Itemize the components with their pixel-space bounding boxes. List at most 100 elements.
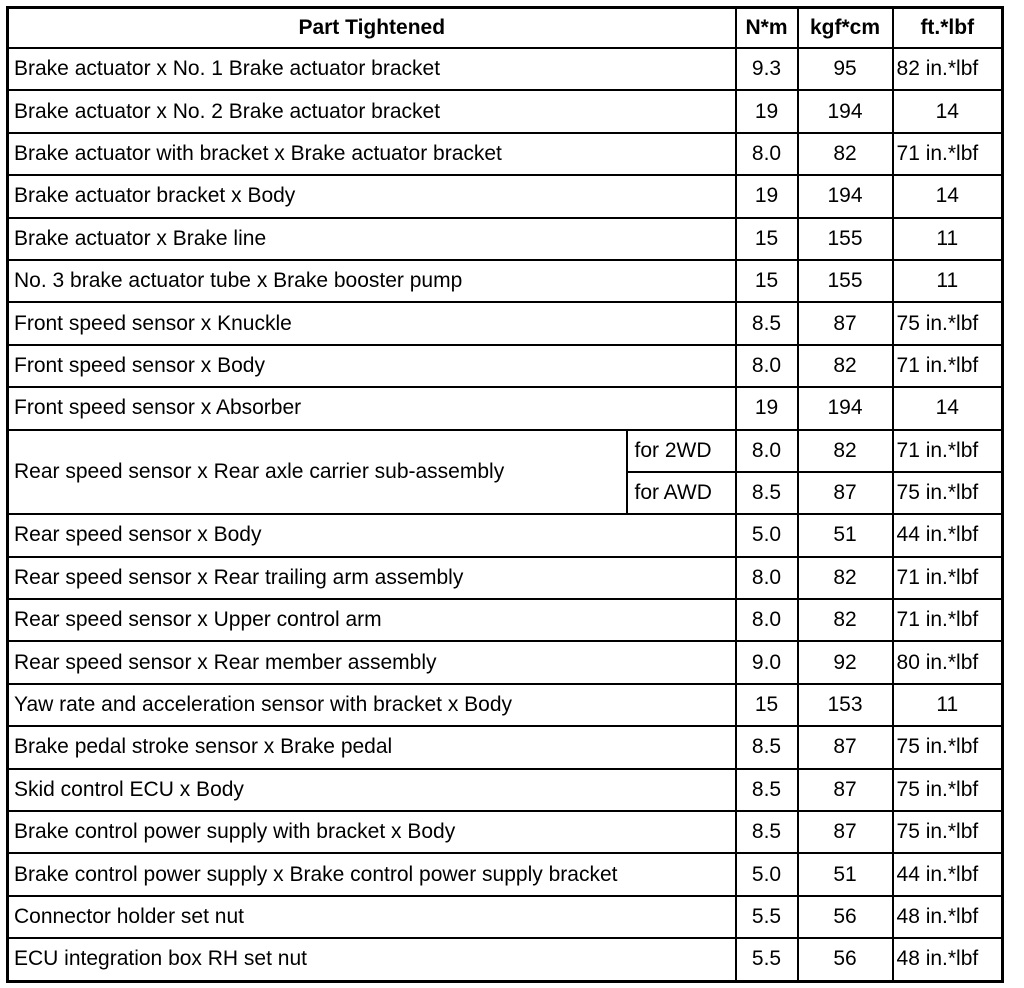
nm-cell: 15 <box>734 216 799 261</box>
nm-cell: 15 <box>734 682 799 728</box>
table-row: Brake actuator with bracket x Brake actu… <box>6 131 1004 177</box>
kgfcm-cell: 82 <box>796 131 894 177</box>
kgfcm-cell: 95 <box>796 46 894 92</box>
ftlbf-cell: 48 in.*lbf <box>891 894 1004 940</box>
header-part: Part Tightened <box>6 6 737 49</box>
table-row: Front speed sensor x Absorber 19 194 14 <box>6 386 1004 431</box>
part-cell: Rear speed sensor x Upper control arm <box>6 598 737 643</box>
ftlbf-cell: 75 in.*lbf <box>891 301 1004 346</box>
ftlbf-cell: 44 in.*lbf <box>891 513 1004 558</box>
kgfcm-cell: 87 <box>796 767 894 813</box>
part-cell: Skid control ECU x Body <box>6 767 737 813</box>
variant-cell: for 2WD <box>625 428 737 473</box>
part-cell: Yaw rate and acceleration sensor with br… <box>6 682 737 728</box>
ftlbf-cell: 11 <box>891 682 1004 728</box>
ftlbf-cell: 14 <box>891 89 1004 134</box>
nm-cell: 9.0 <box>734 640 799 685</box>
part-cell: Rear speed sensor x Body <box>6 513 737 558</box>
table-row: Brake control power supply with bracket … <box>6 810 1004 855</box>
table-row: Skid control ECU x Body 8.5 87 75 in.*lbf <box>6 767 1004 813</box>
nm-cell: 8.0 <box>734 343 799 389</box>
kgfcm-cell: 87 <box>796 470 894 516</box>
table-row: Rear speed sensor x Rear axle carrier su… <box>6 428 1004 516</box>
ftlbf-cell: 80 in.*lbf <box>891 640 1004 685</box>
ftlbf-cell: 71 in.*lbf <box>891 343 1004 389</box>
nm-cell: 8.0 <box>734 555 799 601</box>
part-cell: Brake actuator x No. 1 Brake actuator br… <box>6 46 737 92</box>
table-row: Yaw rate and acceleration sensor with br… <box>6 682 1004 728</box>
kgfcm-cell: 82 <box>796 598 894 643</box>
table-row: Rear speed sensor x Upper control arm 8.0… <box>6 598 1004 643</box>
ftlbf-cell: 14 <box>891 386 1004 431</box>
nm-cell: 19 <box>734 174 799 219</box>
nm-cell: 5.5 <box>734 894 799 940</box>
table-row: Rear speed sensor x Rear member assembly… <box>6 640 1004 685</box>
header-ftlbf: ft.*lbf <box>891 6 1004 49</box>
part-cell: Brake control power supply with bracket … <box>6 810 737 855</box>
header-kgfcm: kgf*cm <box>796 6 894 49</box>
torque-spec-table: Part Tightened N*m kgf*cm ft.*lbf Brake … <box>6 6 1005 983</box>
part-cell: ECU integration box RH set nut <box>6 937 737 983</box>
kgfcm-cell: 87 <box>796 725 894 770</box>
header-row: Part Tightened N*m kgf*cm ft.*lbf <box>6 6 1004 49</box>
table-row: Brake actuator x No. 1 Brake actuator br… <box>6 46 1004 92</box>
part-cell: Brake actuator with bracket x Brake actu… <box>6 131 737 177</box>
nm-cell: 5.5 <box>734 937 799 983</box>
table-row: Brake actuator x Brake line 15 155 11 <box>6 216 1004 261</box>
part-cell: Brake actuator x No. 2 Brake actuator br… <box>6 89 737 134</box>
kgfcm-cell: 155 <box>796 258 894 304</box>
ftlbf-cell: 71 in.*lbf <box>891 555 1004 601</box>
nm-cell: 5.0 <box>734 513 799 558</box>
part-cell: Connector holder set nut <box>6 894 737 940</box>
part-cell: Brake control power supply x Brake contr… <box>6 852 737 897</box>
ftlbf-cell: 75 in.*lbf <box>891 470 1004 516</box>
ftlbf-cell: 48 in.*lbf <box>891 937 1004 983</box>
part-cell: Front speed sensor x Knuckle <box>6 301 737 346</box>
part-cell: Front speed sensor x Body <box>6 343 737 389</box>
kgfcm-cell: 82 <box>796 555 894 601</box>
nm-cell: 8.5 <box>734 470 799 516</box>
nm-cell: 8.5 <box>734 810 799 855</box>
nm-cell: 8.0 <box>734 428 799 473</box>
kgfcm-cell: 56 <box>796 937 894 983</box>
ftlbf-cell: 11 <box>891 216 1004 261</box>
nm-cell: 8.5 <box>734 725 799 770</box>
kgfcm-cell: 82 <box>796 343 894 389</box>
nm-cell: 8.0 <box>734 598 799 643</box>
ftlbf-cell: 44 in.*lbf <box>891 852 1004 897</box>
kgfcm-cell: 51 <box>796 852 894 897</box>
kgfcm-cell: 82 <box>796 428 894 473</box>
table-row: Brake control power supply x Brake contr… <box>6 852 1004 897</box>
part-cell: Brake actuator x Brake line <box>6 216 737 261</box>
table-row: Front speed sensor x Knuckle 8.5 87 75 in.*… <box>6 301 1004 346</box>
kgfcm-cell: 155 <box>796 216 894 261</box>
kgfcm-cell: 56 <box>796 894 894 940</box>
kgfcm-cell: 92 <box>796 640 894 685</box>
table-row: Connector holder set nut 5.5 56 48 in.*lbf <box>6 894 1004 940</box>
ftlbf-cell: 14 <box>891 174 1004 219</box>
ftlbf-cell: 75 in.*lbf <box>891 725 1004 770</box>
part-cell: Front speed sensor x Absorber <box>6 386 737 431</box>
nm-cell: 8.5 <box>734 301 799 346</box>
part-cell: Rear speed sensor x Rear trailing arm as… <box>6 555 737 601</box>
ftlbf-cell: 75 in.*lbf <box>891 767 1004 813</box>
nm-cell: 5.0 <box>734 852 799 897</box>
table-row: Brake actuator bracket x Body 19 194 14 <box>6 174 1004 219</box>
table-row: Rear speed sensor x Body 5.0 51 44 in.*lbf <box>6 513 1004 558</box>
ftlbf-cell: 71 in.*lbf <box>891 131 1004 177</box>
ftlbf-cell: 71 in.*lbf <box>891 598 1004 643</box>
kgfcm-cell: 51 <box>796 513 894 558</box>
kgfcm-cell: 87 <box>796 810 894 855</box>
table-row: Brake actuator x No. 2 Brake actuator br… <box>6 89 1004 134</box>
ftlbf-cell: 11 <box>891 258 1004 304</box>
table-row: for AWD 8.5 87 75 in.*lbf <box>8 470 1004 516</box>
table-row: Rear speed sensor x Rear trailing arm as… <box>6 555 1004 601</box>
nm-cell: 15 <box>734 258 799 304</box>
kgfcm-cell: 153 <box>796 682 894 728</box>
variant-cell: for AWD <box>625 470 737 516</box>
header-nm: N*m <box>734 6 799 49</box>
table-row: ECU integration box RH set nut 5.5 56 48 in… <box>6 937 1004 983</box>
kgfcm-cell: 87 <box>796 301 894 346</box>
part-cell: Rear speed sensor x Rear axle carrier su… <box>6 428 628 516</box>
nm-cell: 8.0 <box>734 131 799 177</box>
